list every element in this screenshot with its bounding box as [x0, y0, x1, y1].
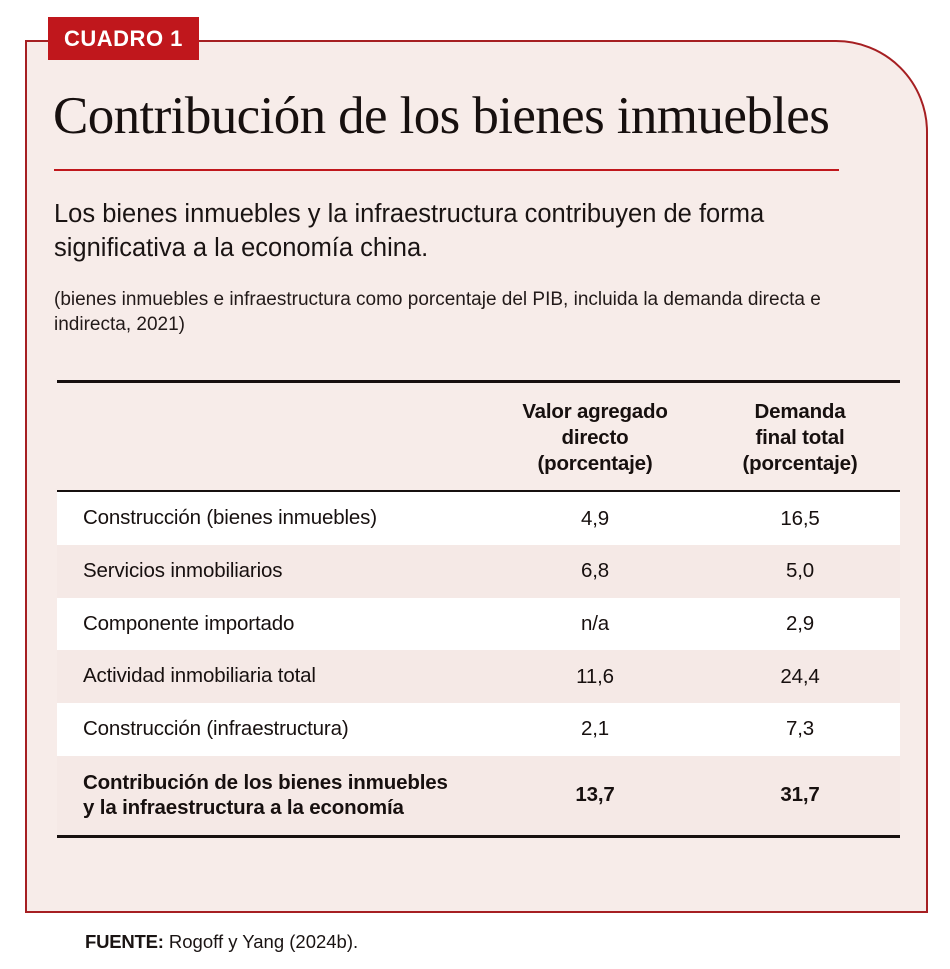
- row-value-demanda-final-total: 5,0: [700, 545, 900, 598]
- source-note: FUENTE: Rogoff y Yang (2024b).: [85, 931, 358, 953]
- row-value-valor-agregado-directo: 6,8: [490, 545, 700, 598]
- table-rule-top: [57, 380, 900, 384]
- table-row: Servicios inmobiliarios 6,8 5,0: [57, 545, 900, 598]
- row-value-valor-agregado-directo: 2,1: [490, 703, 700, 756]
- row-label: Actividad inmobiliaria total: [57, 650, 490, 704]
- rule-cell: [490, 380, 700, 384]
- column-header-demanda-final-total: Demanda final total (porcentaje): [700, 383, 900, 491]
- table-row: Construcción (infraestructura) 2,1 7,3: [57, 703, 900, 756]
- row-value-total-demanda-final-total: 31,7: [700, 755, 900, 837]
- row-label: Construcción (infraestructura): [57, 703, 490, 756]
- data-table-wrapper: Valor agregado directo (porcentaje) Dema…: [57, 380, 900, 952]
- header-line-3: (porcentaje): [537, 451, 653, 475]
- rule-cell: [700, 380, 900, 384]
- source-text: Rogoff y Yang (2024b).: [163, 931, 359, 952]
- cuadro-badge: CUADRO 1: [48, 17, 199, 60]
- rule-cell: [57, 380, 490, 384]
- header-line-2: final total: [755, 425, 845, 449]
- table-row: Actividad inmobiliaria total 11,6 24,4: [57, 650, 900, 704]
- rule-cell: [700, 835, 900, 839]
- column-header-label: [57, 383, 490, 491]
- row-value-valor-agregado-directo: 4,9: [490, 492, 700, 546]
- row-value-demanda-final-total: 24,4: [700, 650, 900, 704]
- header-line-1: Valor agregado: [522, 400, 668, 423]
- row-value-valor-agregado-directo: 11,6: [490, 650, 700, 704]
- row-label: Construcción (bienes inmuebles): [57, 492, 490, 546]
- row-value-valor-agregado-directo: n/a: [490, 597, 700, 651]
- header-line-1: Demanda: [754, 400, 846, 423]
- source-label: FUENTE:: [85, 931, 164, 952]
- figure-lead-text: Los bienes inmuebles y la infraestructur…: [54, 200, 765, 263]
- title-divider: [54, 169, 839, 171]
- table-body: Construcción (bienes inmuebles) 4,9 16,5…: [57, 492, 900, 839]
- header-line-3: (porcentaje): [742, 451, 858, 475]
- header-line-2: directo: [561, 425, 629, 449]
- rule-cell: [57, 835, 490, 839]
- row-value-total-valor-agregado-directo: 13,7: [490, 755, 700, 837]
- figure-units-note: (bienes inmuebles e infraestructura como…: [54, 289, 821, 336]
- table-rule-bottom: [57, 835, 900, 839]
- table-row-total: Contribución de los bienes inmuebles y l…: [57, 755, 900, 837]
- row-value-demanda-final-total: 7,3: [700, 703, 900, 756]
- total-label-line-1: Contribución de los bienes inmuebles: [83, 770, 448, 794]
- row-label: Servicios inmobiliarios: [57, 545, 490, 598]
- row-value-demanda-final-total: 2,9: [700, 597, 900, 651]
- figure-panel: Contribución de los bienes inmuebles Los…: [25, 40, 928, 952]
- figure-title: Contribución de los bienes inmuebles: [53, 87, 830, 145]
- row-label: Componente importado: [57, 597, 490, 651]
- data-table: Valor agregado directo (porcentaje) Dema…: [57, 380, 900, 839]
- table-header-row: Valor agregado directo (porcentaje) Dema…: [57, 383, 900, 491]
- rule-cell: [490, 835, 700, 839]
- column-header-valor-agregado-directo: Valor agregado directo (porcentaje): [490, 383, 700, 491]
- total-label-line-2: y la infraestructura a la economía: [83, 796, 404, 820]
- row-value-demanda-final-total: 16,5: [700, 492, 900, 546]
- table-row: Componente importado n/a 2,9: [57, 597, 900, 651]
- table-head: Valor agregado directo (porcentaje) Dema…: [57, 380, 900, 494]
- row-label-total: Contribución de los bienes inmuebles y l…: [57, 755, 490, 837]
- table-row: Construcción (bienes inmuebles) 4,9 16,5: [57, 492, 900, 546]
